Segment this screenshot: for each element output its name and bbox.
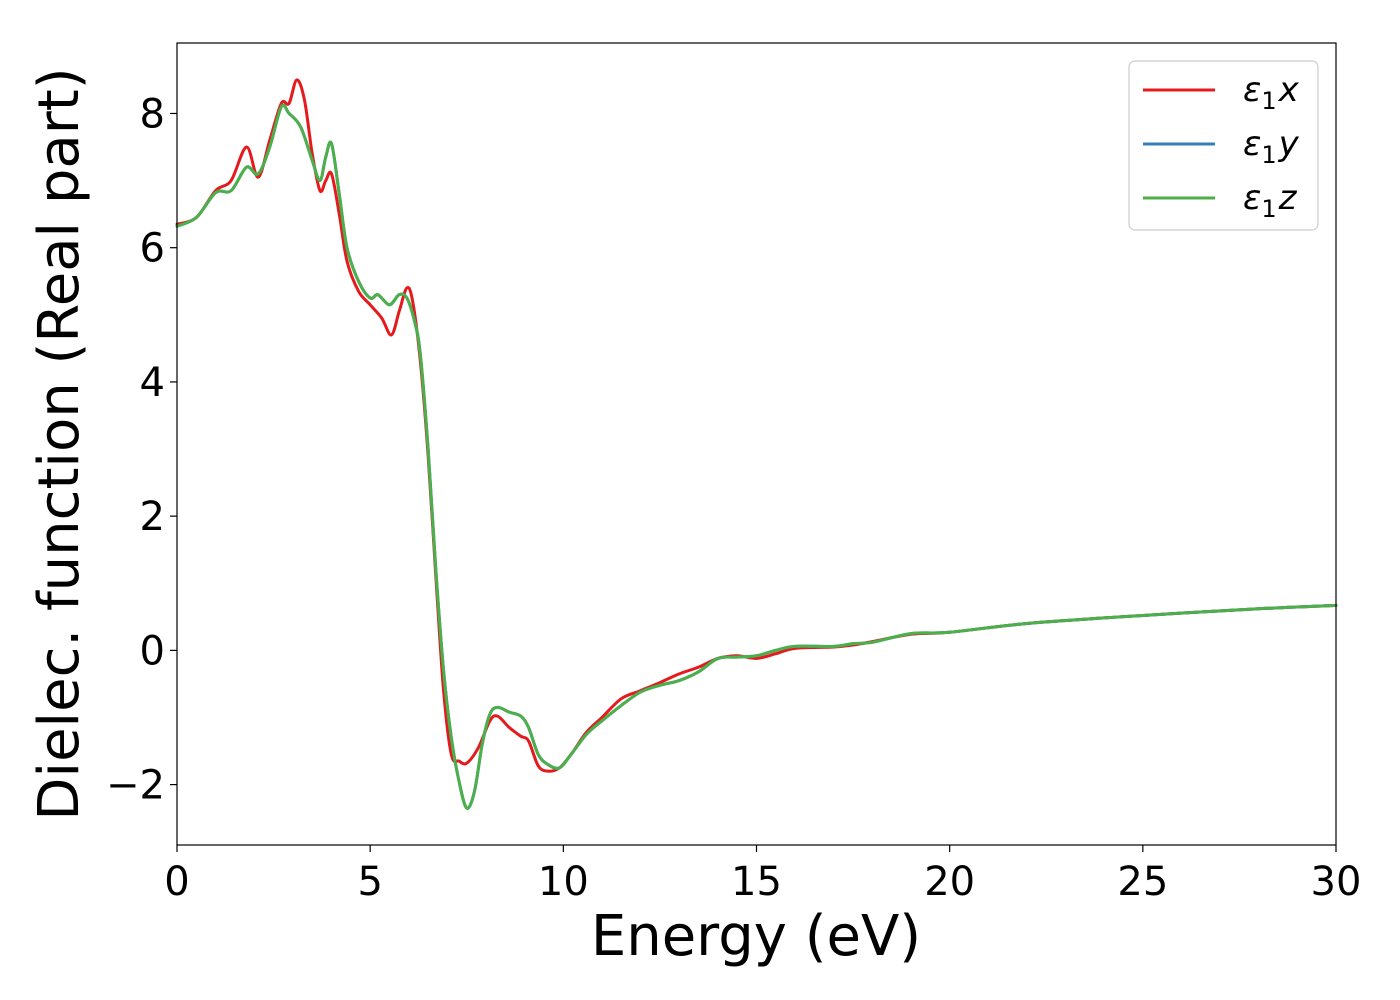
y-tick-label: 4 [140, 360, 165, 406]
y-axis-ticks: −2 0 2 4 6 8 [106, 91, 177, 809]
legend-label-y: ε1y [1243, 124, 1300, 169]
y-tick-label: 8 [140, 91, 165, 137]
series-line-x [175, 78, 1338, 773]
x-tick-label: 25 [1117, 859, 1168, 905]
y-tick-label: 6 [140, 226, 165, 272]
x-axis-ticks: 0 5 10 15 20 25 30 [164, 845, 1361, 905]
x-tick-label: 20 [924, 859, 975, 905]
x-tick-label: 30 [1311, 859, 1362, 905]
x-axis-label: Energy (eV) [591, 904, 921, 969]
y-tick-label: −2 [106, 763, 165, 809]
y-tick-label: 0 [140, 628, 165, 674]
legend-label-z: ε1z [1243, 178, 1298, 223]
series-layer [175, 78, 1338, 810]
x-tick-label: 0 [164, 859, 189, 905]
y-axis-label: Dielec. function (Real part) [27, 67, 92, 820]
x-tick-label: 15 [731, 859, 782, 905]
x-tick-label: 5 [357, 859, 382, 905]
series-line-z [175, 103, 1338, 810]
x-tick-label: 10 [538, 859, 589, 905]
legend-box [1128, 60, 1319, 231]
legend: ε1x ε1y ε1z [1128, 60, 1319, 231]
y-tick-label: 2 [140, 494, 165, 540]
legend-label-x: ε1x [1243, 70, 1300, 115]
